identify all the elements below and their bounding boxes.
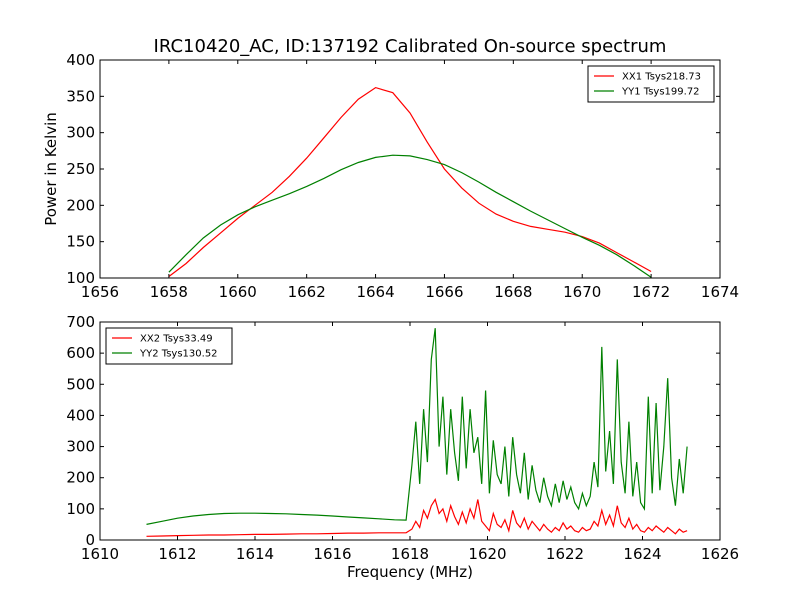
y-tick-label: 100	[66, 500, 95, 518]
y-tick-label: 400	[66, 51, 95, 69]
y-axis-label: Power in Kelvin	[42, 112, 60, 226]
y-tick-label: 400	[66, 406, 95, 424]
x-tick-label: 1664	[356, 283, 394, 301]
bottom-spectrum-plot: 1610 1612 1614 1616 1618 1620 1622 1624 1626 0 100…	[66, 313, 739, 581]
chart-title: IRC10420_AC, ID:137192 Calibrated On-sou…	[154, 36, 667, 57]
y-tick-label: 350	[66, 87, 95, 105]
series-line-2	[146, 328, 688, 525]
x-tick-label: 1670	[563, 283, 601, 301]
y-tick-label: 150	[66, 233, 95, 251]
legend-box	[105, 327, 233, 365]
x-tick-label: 1660	[219, 283, 257, 301]
x-tick-label: 1614	[236, 545, 274, 563]
series-line-1	[146, 498, 688, 537]
x-tick-label: 1618	[391, 545, 429, 563]
series-line-2	[168, 154, 652, 278]
x-tick-label: 1616	[313, 545, 351, 563]
x-tick-label: 1666	[425, 283, 463, 301]
x-tick-label: 1668	[494, 283, 532, 301]
x-tick-label: 1624	[623, 545, 661, 563]
x-axis-label: Frequency (MHz)	[347, 563, 473, 581]
x-tick-label: 1658	[150, 283, 188, 301]
y-tick-label: 200	[66, 196, 95, 214]
legend-box	[587, 65, 715, 103]
x-tick-label: 1656	[81, 283, 119, 301]
top-spectrum-plot: 1656 1658 1660 1662 1664 1666 1668 1670 1672 1674…	[42, 51, 739, 301]
legend-label: XX1 Tsys218.73	[622, 72, 701, 83]
legend-label: XX2 Tsys33.49	[140, 334, 213, 345]
x-tick-label: 1626	[701, 545, 739, 563]
x-tick-label: 1620	[468, 545, 506, 563]
x-tick-label: 1612	[158, 545, 196, 563]
y-tick-label: 300	[66, 124, 95, 142]
legend-label: YY2 Tsys130.52	[139, 349, 218, 360]
legend-label: YY1 Tsys199.72	[621, 87, 700, 98]
legend: XX1 Tsys218.73 YY1 Tsys199.72	[587, 65, 715, 103]
y-tick-label: 300	[66, 438, 95, 456]
y-tick-label: 200	[66, 469, 95, 487]
legend: XX2 Tsys33.49 YY2 Tsys130.52	[105, 327, 233, 365]
x-tick-label: 1662	[288, 283, 326, 301]
x-tick-label: 1622	[546, 545, 584, 563]
y-tick-label: 250	[66, 160, 95, 178]
y-tick-label: 100	[66, 269, 95, 287]
y-tick-label: 700	[66, 313, 95, 331]
x-tick-label: 1674	[701, 283, 739, 301]
y-tick-label: 500	[66, 375, 95, 393]
y-tick-label: 0	[85, 531, 95, 549]
x-tick-label: 1610	[81, 545, 119, 563]
x-tick-label: 1672	[632, 283, 670, 301]
y-tick-label: 600	[66, 344, 95, 362]
